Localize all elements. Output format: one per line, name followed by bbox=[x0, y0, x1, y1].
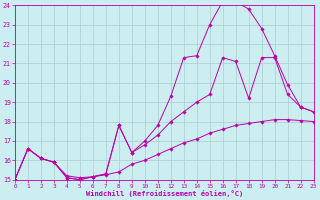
X-axis label: Windchill (Refroidissement éolien,°C): Windchill (Refroidissement éolien,°C) bbox=[86, 190, 243, 197]
